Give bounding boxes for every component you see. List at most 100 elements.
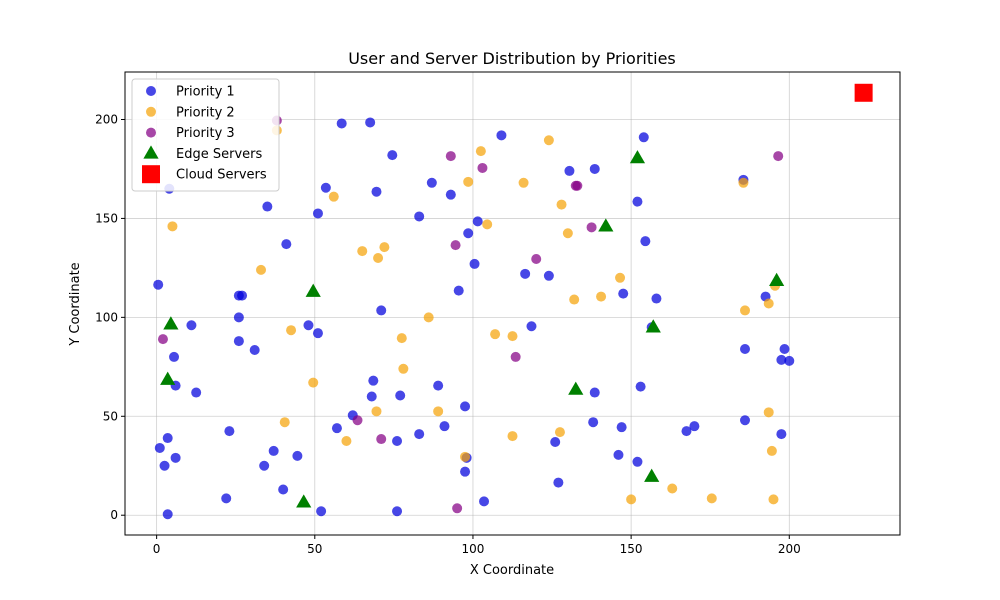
data-point xyxy=(268,445,279,456)
data-point xyxy=(763,298,774,309)
legend: Priority 1 Priority 2 Priority 3 Edge Serve… xyxy=(131,78,280,192)
data-point xyxy=(286,325,297,336)
data-point xyxy=(510,351,521,362)
y-tick-label: 100 xyxy=(95,310,118,324)
data-point xyxy=(387,150,398,161)
data-point xyxy=(562,228,573,239)
data-point xyxy=(463,228,474,239)
data-point xyxy=(357,246,368,257)
edge-server-marker xyxy=(769,272,785,286)
data-point xyxy=(308,377,319,388)
data-point xyxy=(392,436,403,447)
data-point xyxy=(526,321,537,332)
x-tick-label: 50 xyxy=(307,542,322,556)
data-point xyxy=(740,344,750,355)
data-point xyxy=(460,466,471,477)
data-point xyxy=(371,186,382,197)
legend-marker xyxy=(146,127,156,138)
data-point xyxy=(162,509,173,520)
y-tick-label: 0 xyxy=(110,508,118,522)
data-point xyxy=(365,117,376,128)
series-priority-2 xyxy=(167,125,781,505)
data-point xyxy=(426,177,437,188)
data-point xyxy=(157,334,168,345)
data-point xyxy=(588,417,599,428)
data-point xyxy=(376,434,387,445)
data-point xyxy=(776,354,787,365)
data-point xyxy=(398,363,409,374)
data-point xyxy=(414,211,425,222)
data-point xyxy=(445,189,456,200)
data-point xyxy=(433,406,444,417)
legend-box xyxy=(131,78,280,192)
data-point xyxy=(651,293,662,304)
data-point xyxy=(237,290,248,301)
data-point xyxy=(371,406,382,417)
edge-server-marker xyxy=(645,319,661,333)
data-point xyxy=(681,426,692,437)
data-point xyxy=(379,242,390,253)
chart-title: User and Server Distribution by Prioriti… xyxy=(348,49,676,68)
data-point xyxy=(433,380,444,391)
x-axis-label: X Coordinate xyxy=(470,563,554,578)
data-point xyxy=(564,165,575,176)
data-point xyxy=(221,493,232,504)
data-point xyxy=(518,177,529,188)
data-point xyxy=(259,460,270,471)
data-point xyxy=(553,477,564,488)
data-point xyxy=(472,216,483,227)
data-point xyxy=(396,333,407,344)
data-point xyxy=(689,421,700,432)
x-tick-label: 100 xyxy=(462,542,485,556)
data-point xyxy=(640,236,651,247)
data-point xyxy=(632,196,643,207)
axis-ticks: 0 50 100 150 200 0 50 100 150 200 xyxy=(95,112,801,556)
data-point xyxy=(615,272,626,283)
data-point xyxy=(167,221,178,232)
data-point xyxy=(490,329,501,340)
edge-server-marker xyxy=(296,494,312,508)
data-point xyxy=(336,118,347,129)
data-point xyxy=(618,288,629,299)
data-point xyxy=(414,429,425,440)
data-point xyxy=(376,305,387,316)
data-point xyxy=(368,375,379,386)
data-point xyxy=(341,436,352,447)
legend-entry-label: Edge Servers xyxy=(176,147,262,162)
data-point xyxy=(463,176,474,187)
data-point xyxy=(589,387,600,398)
data-point xyxy=(262,201,273,212)
plot-area-frame xyxy=(124,71,901,536)
data-point xyxy=(740,305,750,316)
edge-server-marker xyxy=(644,468,660,482)
data-point xyxy=(303,320,314,331)
data-point xyxy=(331,423,342,434)
legend-entry-label: Priority 3 xyxy=(176,126,235,141)
data-point xyxy=(586,222,597,233)
data-point xyxy=(569,294,580,305)
data-point xyxy=(460,401,471,412)
data-point xyxy=(766,445,777,456)
data-point xyxy=(352,415,363,426)
data-point xyxy=(153,279,164,290)
data-point xyxy=(482,219,493,230)
edge-server-marker xyxy=(598,218,614,232)
data-point xyxy=(423,312,434,323)
data-point xyxy=(328,191,339,202)
data-point xyxy=(170,452,181,463)
y-tick-label: 200 xyxy=(95,112,118,126)
edge-server-marker xyxy=(568,381,584,395)
data-point xyxy=(554,427,565,438)
data-point xyxy=(740,415,750,426)
data-point xyxy=(507,331,518,342)
data-point xyxy=(392,506,403,517)
y-axis-label: Y Coordinate xyxy=(68,262,83,346)
data-point xyxy=(550,437,561,448)
data-point xyxy=(543,135,554,146)
data-point xyxy=(395,390,406,401)
data-point xyxy=(450,240,461,251)
data-point xyxy=(531,253,542,264)
data-point xyxy=(779,344,790,355)
data-point xyxy=(320,182,331,193)
